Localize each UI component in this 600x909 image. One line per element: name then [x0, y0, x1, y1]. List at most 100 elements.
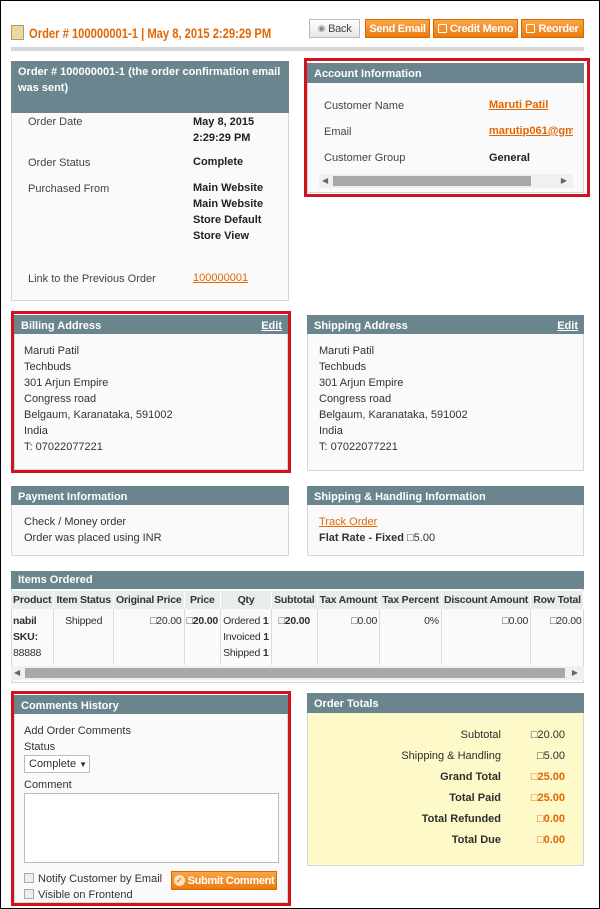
document-icon: [437, 24, 447, 33]
shipping-label: Shipping & Handling: [401, 750, 501, 762]
qty-value: 1: [263, 631, 269, 643]
address-line: T: 07022077221: [24, 441, 103, 453]
row-total: □20.00: [550, 615, 582, 627]
back-icon: ◉: [317, 23, 326, 33]
comment-textarea[interactable]: [24, 793, 279, 863]
shipping-address-header: Shipping Address Edit: [307, 315, 584, 334]
order-status-label: Order Status: [28, 157, 91, 169]
address-line: 301 Arjun Empire: [319, 377, 404, 389]
column-header: Tax Amount: [317, 591, 381, 609]
address-line: India: [24, 425, 48, 437]
shipping-method: Flat Rate - Fixed: [319, 532, 404, 544]
qty-value: 1: [262, 647, 269, 659]
item-status: Shipped: [53, 609, 114, 665]
subtotal: □20.00: [271, 609, 318, 665]
account-info-box: [307, 63, 584, 193]
notify-checkbox[interactable]: Notify Customer by Email: [24, 873, 162, 885]
address-line: Maruti Patil: [319, 345, 375, 357]
purchased-from-label: Purchased From: [28, 183, 110, 195]
items-horizontal-scrollbar[interactable]: ◀ ▶: [11, 666, 584, 680]
table-row: nabil SKU: 88888 Shipped □20.00 □20.00 Ord…: [11, 609, 584, 665]
total-paid-label: Total Paid: [449, 792, 501, 804]
comment-label: Comment: [24, 779, 72, 791]
payment-lines: Check / Money order Order was placed usin…: [24, 514, 162, 546]
shipping-amount: □5.00: [407, 532, 436, 544]
highlight-frame: [11, 311, 291, 473]
shipping-address-lines: Maruti Patil Techbuds 301 Arjun Empire Cong…: [319, 343, 468, 455]
sku-label: SKU:: [13, 631, 38, 643]
customer-group-value: General: [489, 152, 530, 164]
shipping-handling-content: Track Order Flat Rate - Fixed □5.00: [319, 514, 435, 546]
order-totals-header: Order Totals: [307, 693, 584, 713]
price: □20.00: [184, 609, 222, 665]
back-button[interactable]: ◉ Back: [309, 19, 360, 38]
email-link[interactable]: marutip061@gma: [489, 125, 573, 137]
credit-memo-button[interactable]: Credit Memo: [433, 19, 518, 38]
total-refunded-label: Total Refunded: [421, 813, 501, 825]
email-label: Email: [324, 126, 352, 138]
customer-name-link[interactable]: Maruti Patil: [489, 99, 549, 111]
billing-address-header: Billing Address Edit: [14, 315, 288, 334]
divider: [11, 47, 584, 51]
billing-address-box: [14, 315, 288, 470]
shipping-handling-header: Shipping & Handling Information: [307, 486, 584, 505]
payment-currency: Order was placed using INR: [24, 532, 162, 544]
status-select[interactable]: Complete ▼: [24, 755, 90, 773]
subtotal-label: Subtotal: [460, 729, 501, 741]
highlight-frame: [11, 691, 291, 906]
total-due-value: □0.00: [536, 834, 565, 846]
address-line: Maruti Patil: [24, 345, 80, 357]
address-line: India: [319, 425, 343, 437]
column-header: Product: [11, 591, 55, 609]
status-label: Status: [24, 741, 56, 753]
order-info-header: Order # 100000001-1 (the order confirmat…: [11, 61, 289, 113]
order-totals-box: [307, 693, 584, 866]
purchased-from-value: Main Website Main Website Store Default …: [193, 182, 264, 242]
table-header-row: Product Item Status Original Price Price Qty…: [11, 591, 584, 609]
horizontal-scrollbar[interactable]: ◀ ▶: [319, 174, 573, 188]
submit-comment-button[interactable]: ✓ Submit Comment: [171, 871, 277, 890]
total-refunded-value: □0.00: [536, 813, 565, 825]
shipping-address-box: [307, 315, 584, 471]
add-comments-label: Add Order Comments: [24, 725, 131, 737]
subtotal-value: □20.00: [530, 729, 565, 741]
sku-value: 88888: [13, 647, 42, 659]
reorder-button[interactable]: Reorder: [521, 19, 584, 38]
send-email-button[interactable]: Send Email: [365, 19, 430, 38]
highlight-frame: [304, 58, 590, 197]
qty-label: Invoiced: [223, 631, 261, 643]
edit-billing-link[interactable]: Edit: [261, 320, 282, 332]
address-line: T: 07022077221: [319, 441, 398, 453]
address-line: Congress road: [24, 393, 97, 405]
items-table: Product Item Status Original Price Price Qty…: [11, 591, 584, 665]
total-due-label: Total Due: [451, 834, 501, 846]
account-info-header: Account Information: [307, 63, 584, 83]
tax-amount: □0.00: [317, 609, 381, 665]
visible-frontend-checkbox[interactable]: Visible on Frontend: [24, 889, 133, 901]
customer-name-label: Customer Name: [324, 100, 405, 112]
items-ordered-header: Items Ordered: [11, 571, 584, 589]
original-price: □20.00: [113, 609, 185, 665]
comments-history-header: Comments History: [14, 695, 288, 714]
address-line: 301 Arjun Empire: [24, 377, 109, 389]
address-line: Techbuds: [24, 361, 72, 373]
total-paid-value: □25.00: [530, 792, 565, 804]
previous-order-link[interactable]: 100000001: [193, 272, 249, 284]
status-selected: Complete: [29, 758, 77, 770]
qty-label: Ordered: [223, 615, 261, 627]
chevron-down-icon: ▼: [79, 760, 88, 769]
edit-shipping-link[interactable]: Edit: [557, 320, 578, 332]
column-header: Price: [184, 591, 222, 609]
column-header: Qty: [220, 591, 273, 609]
document-icon: [526, 24, 536, 33]
track-order-link[interactable]: Track Order: [319, 516, 378, 528]
check-icon: ✓: [173, 875, 185, 886]
column-header: Row Total: [530, 591, 584, 609]
payment-info-header: Payment Information: [11, 486, 289, 505]
address-line: Belgaum, Karanataka, 591002: [24, 409, 173, 421]
order-date-label: Order Date: [28, 116, 83, 128]
shipping-value: □5.00: [536, 750, 565, 762]
billing-address-lines: Maruti Patil Techbuds 301 Arjun Empire Cong…: [24, 343, 173, 455]
column-header: Tax Percent: [379, 591, 442, 609]
visible-label: Visible on Frontend: [38, 889, 133, 901]
